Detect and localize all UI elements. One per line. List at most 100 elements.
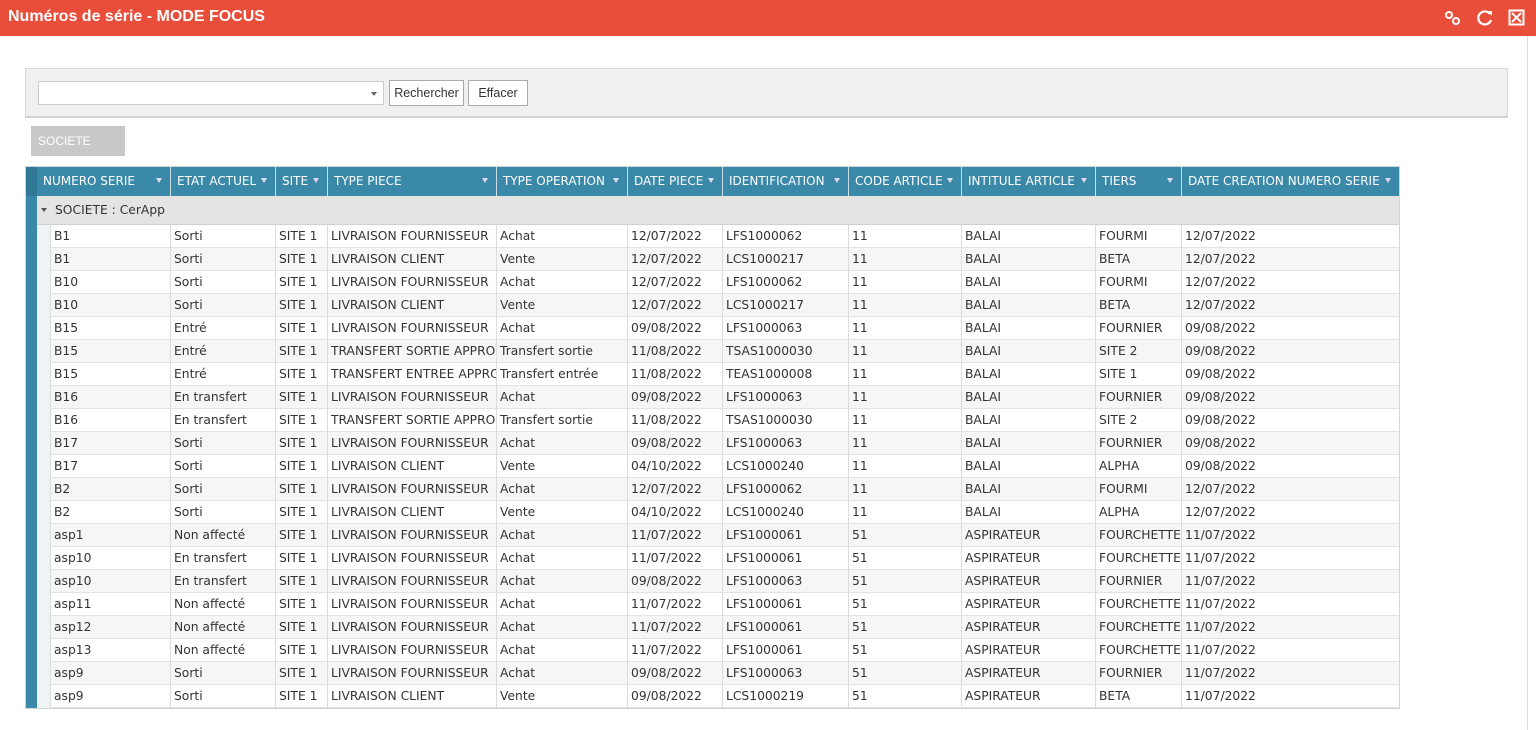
column-header[interactable]: IDENTIFICATION xyxy=(723,166,849,196)
table-cell: 11 xyxy=(849,409,962,432)
table-cell: LFS1000063 xyxy=(723,432,849,455)
column-header[interactable]: NUMERO SERIE xyxy=(37,166,171,196)
table-cell: 11 xyxy=(849,386,962,409)
table-cell: SITE 1 xyxy=(276,616,328,639)
table-cell: ASPIRATEUR xyxy=(962,685,1096,708)
table-cell: SITE 1 xyxy=(276,639,328,662)
table-cell: BALAI xyxy=(962,248,1096,271)
table-cell: Vente xyxy=(497,455,628,478)
group-label: SOCIETE : CerApp xyxy=(55,196,165,225)
table-cell: 51 xyxy=(849,524,962,547)
table-cell: ASPIRATEUR xyxy=(962,593,1096,616)
table-cell: LIVRAISON CLIENT xyxy=(328,685,497,708)
table-cell: B16 xyxy=(51,409,171,432)
table-cell: Achat xyxy=(497,317,628,340)
table-cell: SITE 1 xyxy=(276,685,328,708)
table-cell: TRANSFERT SORTIE APPRO xyxy=(328,409,497,432)
table-cell: 11/07/2022 xyxy=(1182,593,1400,616)
column-header[interactable]: ETAT ACTUEL xyxy=(171,166,276,196)
table-cell: 12/07/2022 xyxy=(1182,225,1400,248)
table-cell: LIVRAISON FOURNISSEUR xyxy=(328,662,497,685)
table-cell: SITE 1 xyxy=(276,340,328,363)
table-cell: LCS1000219 xyxy=(723,685,849,708)
column-header[interactable]: TYPE PIECE xyxy=(328,166,497,196)
filter-icon[interactable] xyxy=(947,178,953,183)
table-cell: SITE 1 xyxy=(276,317,328,340)
table-cell: 09/08/2022 xyxy=(1182,455,1400,478)
filter-icon[interactable] xyxy=(156,178,162,183)
table-cell: Entré xyxy=(171,317,276,340)
table-cell: Sorti xyxy=(171,455,276,478)
table-cell: LIVRAISON FOURNISSEUR xyxy=(328,616,497,639)
table-cell: FOURNIER xyxy=(1096,662,1182,685)
row-indent xyxy=(37,225,51,708)
table-cell: LCS1000240 xyxy=(723,455,849,478)
table-cell: En transfert xyxy=(171,570,276,593)
filter-icon[interactable] xyxy=(1385,178,1391,183)
table-cell: B17 xyxy=(51,455,171,478)
column-header[interactable]: DATE CREATION NUMERO SERIE xyxy=(1182,166,1400,196)
filter-icon[interactable] xyxy=(313,178,319,183)
table-cell: asp1 xyxy=(51,524,171,547)
table-cell: Non affecté xyxy=(171,639,276,662)
table-cell: 12/07/2022 xyxy=(628,225,723,248)
table-cell: asp13 xyxy=(51,639,171,662)
table-cell: FOURCHETTE xyxy=(1096,524,1182,547)
table-cell: LFS1000062 xyxy=(723,225,849,248)
table-cell: Achat xyxy=(497,386,628,409)
table-cell: 09/08/2022 xyxy=(1182,317,1400,340)
group-toggle[interactable] xyxy=(41,208,47,212)
table-cell: B15 xyxy=(51,340,171,363)
table-cell: LIVRAISON FOURNISSEUR xyxy=(328,639,497,662)
filter-icon[interactable] xyxy=(482,178,488,183)
table-cell: FOURNIER xyxy=(1096,432,1182,455)
table-cell: 11 xyxy=(849,294,962,317)
table-cell: 09/08/2022 xyxy=(628,685,723,708)
column-header[interactable]: CODE ARTICLE xyxy=(849,166,962,196)
table-cell: En transfert xyxy=(171,409,276,432)
table-cell: 11/07/2022 xyxy=(628,593,723,616)
column-header[interactable]: TIERS xyxy=(1096,166,1182,196)
table-cell: B15 xyxy=(51,363,171,386)
table-cell: Transfert sortie xyxy=(497,340,628,363)
table-cell: 12/07/2022 xyxy=(1182,294,1400,317)
table-cell: 11/07/2022 xyxy=(1182,570,1400,593)
table-cell: Vente xyxy=(497,248,628,271)
filter-icon[interactable] xyxy=(834,178,840,183)
column-header[interactable]: INTITULE ARTICLE xyxy=(962,166,1096,196)
filter-icon[interactable] xyxy=(708,178,714,183)
table-cell: 09/08/2022 xyxy=(1182,386,1400,409)
filter-icon[interactable] xyxy=(613,178,619,183)
column-header[interactable]: SITE xyxy=(276,166,328,196)
table-cell: 11/08/2022 xyxy=(628,363,723,386)
group-row-bg xyxy=(25,196,1400,225)
table-cell: Entré xyxy=(171,363,276,386)
filter-icon[interactable] xyxy=(261,178,267,183)
table-cell: LFS1000062 xyxy=(723,478,849,501)
table-cell: asp11 xyxy=(51,593,171,616)
table-cell: 11/07/2022 xyxy=(1182,524,1400,547)
table-cell: BALAI xyxy=(962,225,1096,248)
table-cell: SITE 1 xyxy=(276,248,328,271)
table-cell: LFS1000061 xyxy=(723,616,849,639)
table-cell: 09/08/2022 xyxy=(628,317,723,340)
table-cell: B15 xyxy=(51,317,171,340)
table-cell: LIVRAISON FOURNISSEUR xyxy=(328,317,497,340)
table-cell: Achat xyxy=(497,524,628,547)
table-cell: ASPIRATEUR xyxy=(962,570,1096,593)
column-header[interactable]: TYPE OPERATION xyxy=(497,166,628,196)
table-cell: 12/07/2022 xyxy=(1182,478,1400,501)
column-header[interactable]: DATE PIECE xyxy=(628,166,723,196)
table-cell: BALAI xyxy=(962,501,1096,524)
table-cell: B17 xyxy=(51,432,171,455)
table-cell: LFS1000063 xyxy=(723,317,849,340)
table-cell: LCS1000217 xyxy=(723,294,849,317)
filter-icon[interactable] xyxy=(1081,178,1087,183)
table-cell: asp10 xyxy=(51,547,171,570)
table-cell: 04/10/2022 xyxy=(628,455,723,478)
table-cell: Sorti xyxy=(171,662,276,685)
table-cell: 11 xyxy=(849,432,962,455)
filter-icon[interactable] xyxy=(1167,178,1173,183)
table-cell: Achat xyxy=(497,639,628,662)
table-cell: LFS1000061 xyxy=(723,639,849,662)
